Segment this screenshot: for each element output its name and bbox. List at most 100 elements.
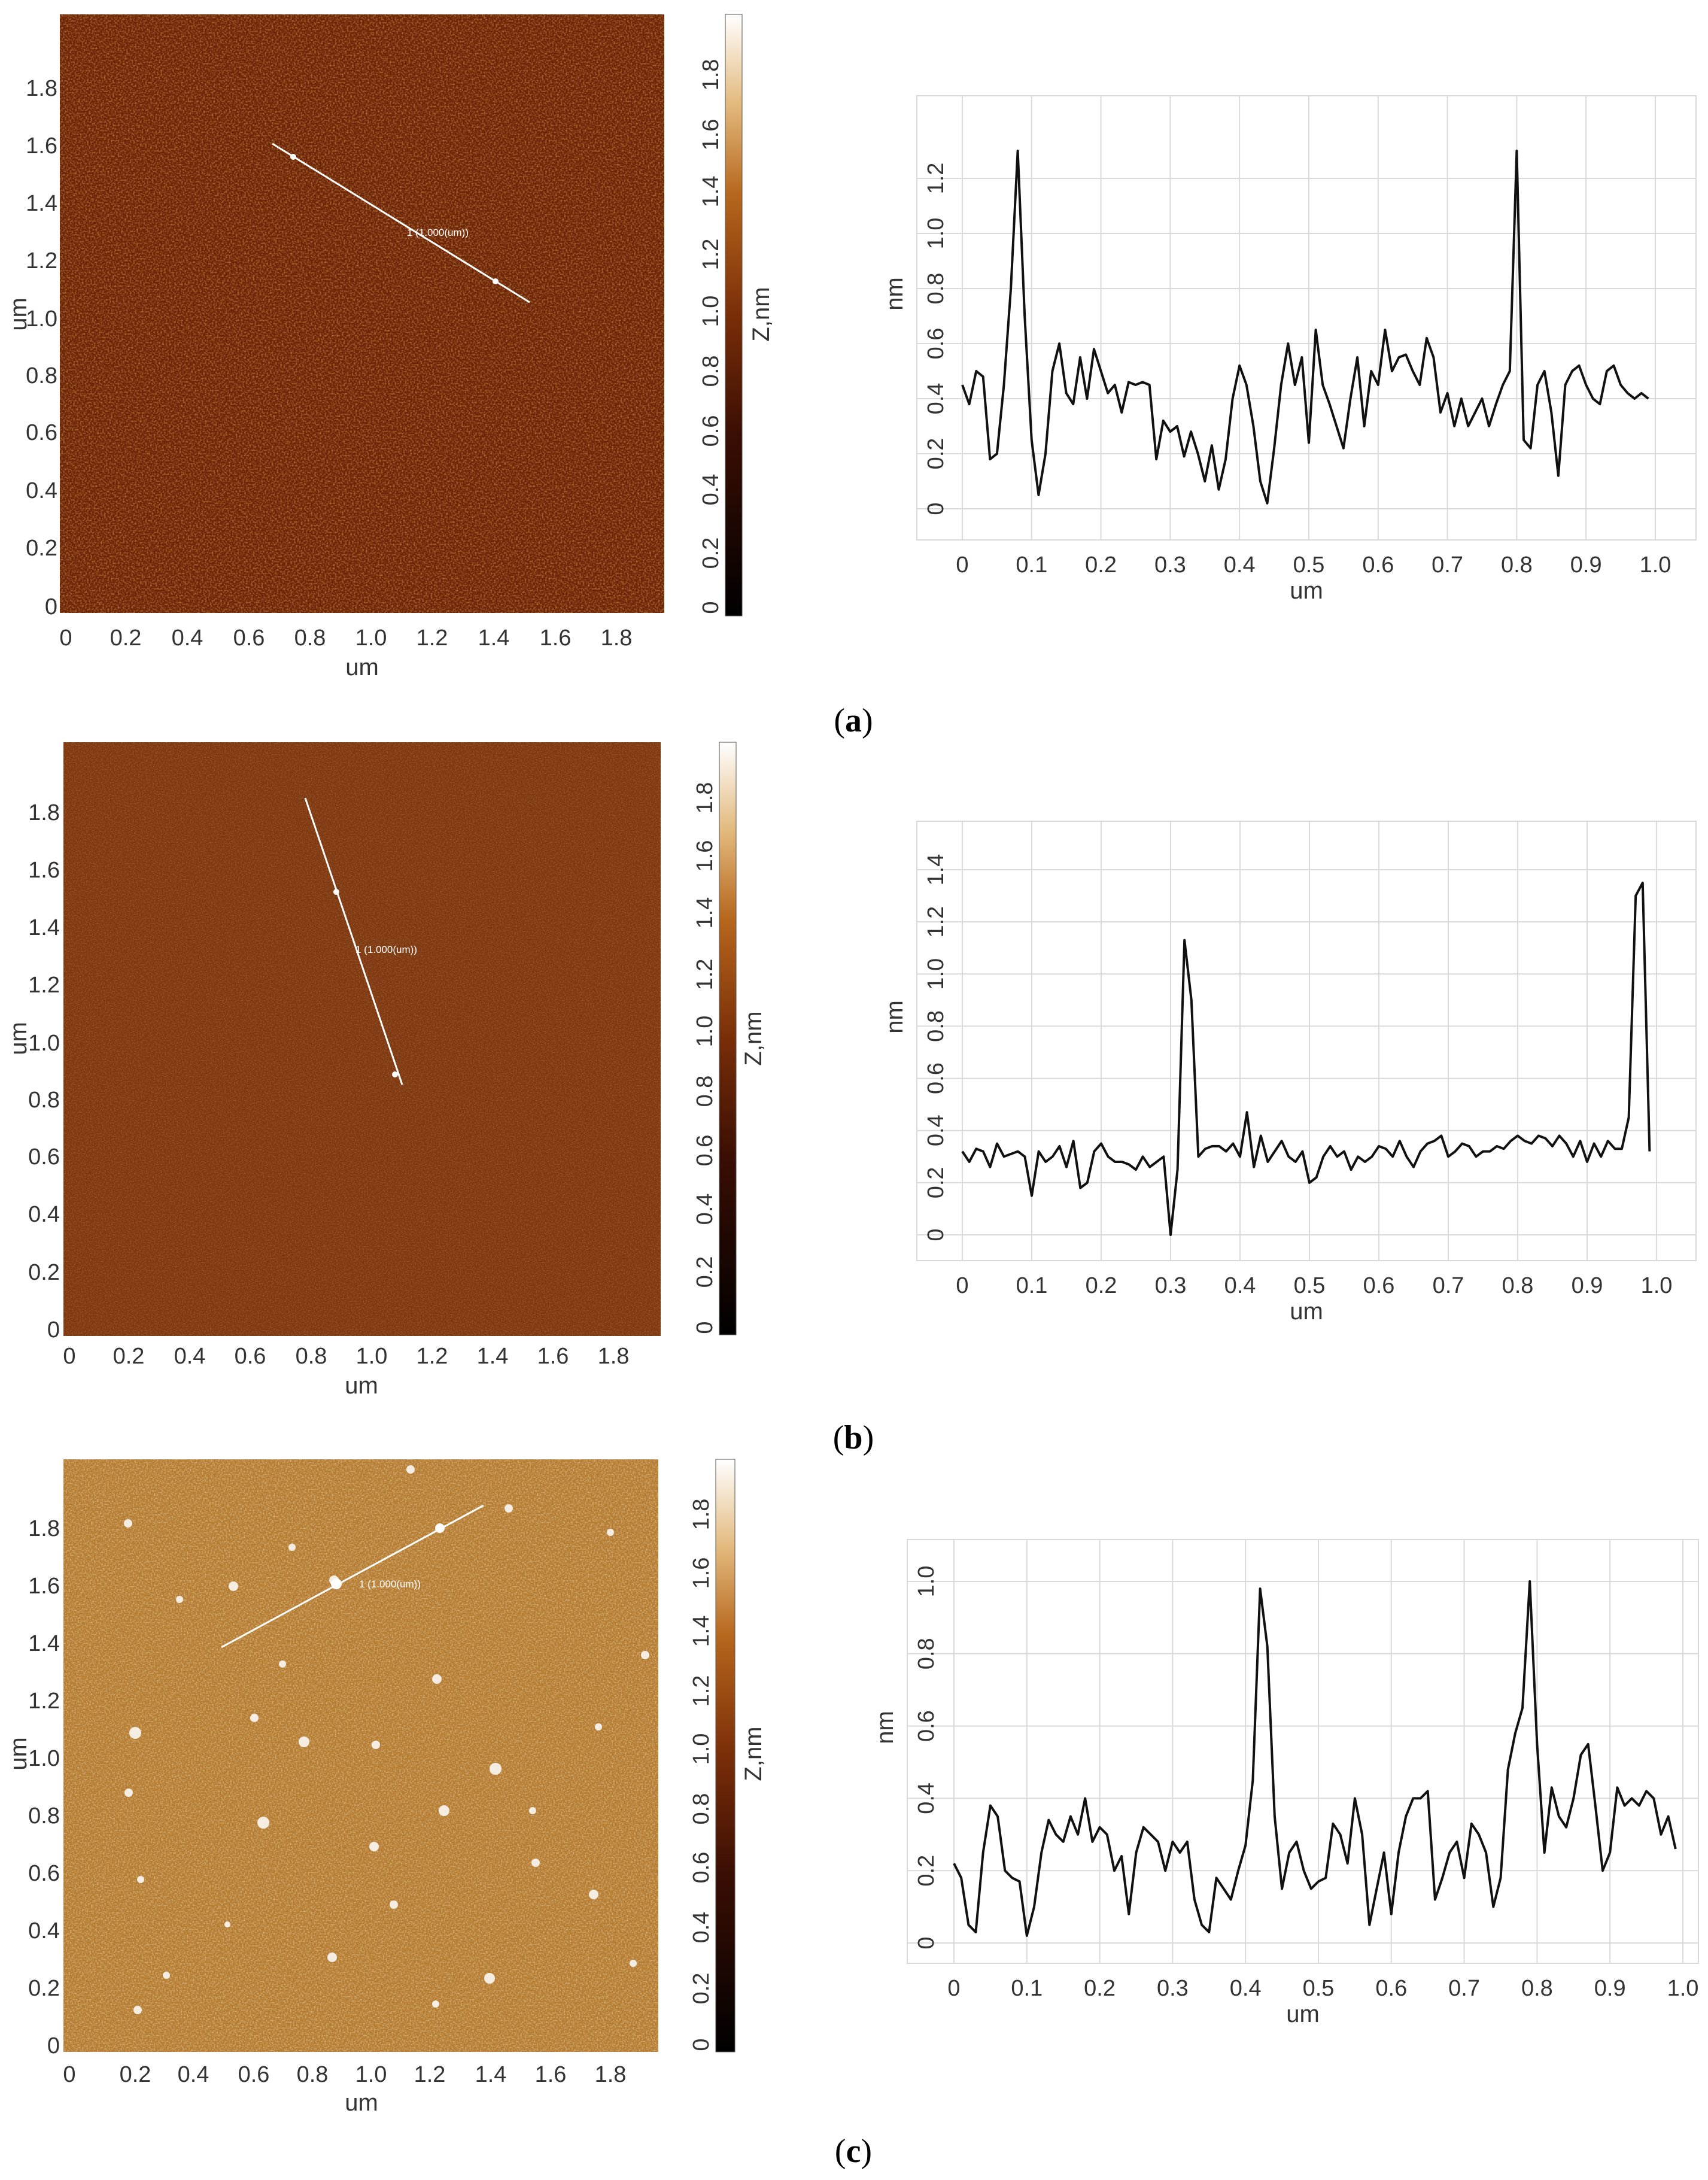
x-tick-label: 0	[947, 1976, 960, 2001]
y-tick-label: 0.8	[914, 1638, 939, 1669]
y-tick-label: 0	[923, 502, 949, 515]
y-tick-label: 1.4	[923, 854, 949, 886]
particle	[490, 1763, 502, 1775]
colorbar-tick: 1.0	[698, 296, 724, 327]
colorbar-a: 0 0.2 0.4 0.6 0.8 1.0 1.2 1.4 1.6 1.8 Z,…	[698, 14, 774, 617]
particle	[176, 1596, 183, 1603]
y-tick-label: 0.2	[923, 438, 949, 470]
x-tick-label: 0.3	[1157, 1976, 1189, 2001]
colorbar-tick: 0.4	[692, 1194, 718, 1225]
y-tick: 1.2	[28, 973, 60, 998]
profile-marker	[493, 278, 499, 284]
y-tick: 0.8	[26, 363, 57, 388]
x-tick: 0.6	[238, 2062, 270, 2087]
x-tick-label: 0.9	[1572, 1273, 1603, 1298]
x-tick-label: 0.6	[1375, 1976, 1407, 2001]
afm-texture	[63, 1459, 658, 2052]
afm-x-ticks: 0 0.2 0.4 0.6 0.8 1.0 1.2 1.4 1.6 1.8	[63, 1344, 629, 1369]
y-axis-label: nm	[872, 1711, 898, 1744]
profile-marker	[331, 1578, 342, 1589]
colorbar-tick: 1.8	[698, 59, 724, 91]
colorbar-tick: 0.8	[689, 1793, 714, 1825]
y-tick-label: 0	[914, 1936, 939, 1949]
y-tick: 1.6	[28, 1574, 60, 1599]
particle	[630, 1960, 637, 1967]
label-paren: )	[863, 1419, 874, 1456]
profile-chart-a: 0 0.1 0.2 0.3 0.4 0.5 0.6 0.7 0.8 0.9 1.0 0 0.2 0.4 0.…	[882, 95, 1697, 604]
particle	[484, 1973, 495, 1984]
y-tick: 0	[47, 1317, 60, 1343]
x-tick-label: 0.7	[1432, 552, 1463, 578]
y-tick: 0.4	[28, 1918, 60, 1944]
x-tick: 1.6	[535, 2062, 567, 2087]
panel-label-a: (a)	[834, 702, 873, 739]
colorbar-tick: 0.4	[698, 474, 724, 506]
x-tick: 0.6	[233, 626, 265, 651]
profile-chart-c: 0 0.1 0.2 0.3 0.4 0.5 0.6 0.7 0.8 0.9 1.0 0 0.2 0.4 0.…	[872, 1539, 1699, 2027]
x-tick-label: 0.6	[1362, 552, 1394, 578]
x-tick-label: 0.5	[1294, 1273, 1326, 1298]
colorbar-ticks: 0 0.2 0.4 0.6 0.8 1.0 1.2 1.4 1.6 1.8	[689, 1499, 714, 2051]
x-tick-label: 0.8	[1502, 1273, 1534, 1298]
x-tick-label: 0.2	[1086, 1273, 1117, 1298]
y-tick: 0.2	[28, 1260, 60, 1285]
x-tick: 1.0	[355, 2062, 387, 2087]
colorbar-tick: 1.4	[698, 176, 724, 208]
y-tick: 0	[47, 2033, 60, 2058]
particle	[299, 1736, 309, 1747]
x-tick: 0.4	[178, 2062, 209, 2087]
x-tick: 1.4	[478, 626, 510, 651]
afm-texture	[63, 742, 661, 1336]
colorbar-c: 0 0.2 0.4 0.6 0.8 1.0 1.2 1.4 1.6 1.8 Z,…	[689, 1459, 767, 2053]
y-tick-label: 0.6	[914, 1710, 939, 1742]
label-paren: (	[835, 2133, 846, 2170]
y-tick-label: 1.2	[923, 906, 949, 938]
y-tick-label: 0	[923, 1228, 949, 1241]
x-tick: 1.6	[540, 626, 572, 651]
x-tick: 0.4	[172, 626, 203, 651]
afm-image-c: 1 (1.000(um)) 0 0.2 0.4 0.6 0.8 1.0 1.2 …	[5, 1459, 658, 2116]
x-tick: 0	[63, 1344, 75, 1369]
x-tick-label: 0.1	[1016, 552, 1047, 578]
afm-x-label: um	[345, 1373, 378, 1399]
particle	[390, 1900, 398, 1909]
label-paren: )	[861, 2133, 872, 2170]
x-tick-label: 0.3	[1154, 552, 1186, 578]
colorbar-tick: 0.8	[692, 1076, 718, 1107]
y-tick-label: 1.2	[923, 163, 949, 195]
x-tick-label: 0.2	[1084, 1976, 1116, 2001]
colorbar-tick: 1.2	[689, 1675, 714, 1707]
afm-x-ticks: 0 0.2 0.4 0.6 0.8 1.0 1.2 1.4 1.6 1.8	[59, 626, 632, 651]
colorbar-tick: 0	[698, 601, 724, 614]
x-tick-label: 1.0	[1641, 1273, 1673, 1298]
y-tick: 1.0	[28, 1031, 60, 1056]
profile-marker	[392, 1071, 398, 1077]
afm-y-label: um	[5, 297, 32, 331]
colorbar-tick: 0.6	[698, 415, 724, 447]
colorbar-tick: 0.6	[692, 1135, 718, 1167]
profile-line-label: 1 (1.000(um))	[355, 944, 417, 955]
x-axis-label: um	[1290, 1298, 1323, 1325]
particle	[531, 1859, 540, 1867]
colorbar-tick: 1.8	[692, 782, 718, 814]
y-tick: 0.2	[28, 1976, 60, 2001]
y-tick: 1.4	[28, 1631, 60, 1656]
panel-b: 1 (1.000(um)) 0 0.2 0.4 0.6 0.8 1.0 1.2 …	[5, 742, 1697, 1456]
panel-label-b: (b)	[833, 1419, 874, 1456]
particle	[432, 2000, 439, 2008]
profile-line	[272, 142, 530, 303]
colorbar-tick: 0.8	[698, 356, 724, 387]
x-tick-label: 0.4	[1230, 1976, 1262, 2001]
label-letter: b	[844, 1419, 862, 1456]
x-tick-label: 0.4	[1224, 1273, 1256, 1298]
colorbar-tick: 1.2	[698, 239, 724, 271]
x-tick: 0	[59, 626, 72, 651]
y-tick: 0.8	[28, 1803, 60, 1829]
x-tick: 0.2	[120, 2062, 151, 2087]
colorbar-b: 0 0.2 0.4 0.6 0.8 1.0 1.2 1.4 1.6 1.8 Z,…	[692, 742, 767, 1335]
x-tick-label: 1.0	[1640, 552, 1671, 578]
particle	[250, 1714, 259, 1722]
x-tick: 0	[63, 2062, 75, 2087]
afm-particles	[124, 1465, 649, 2014]
